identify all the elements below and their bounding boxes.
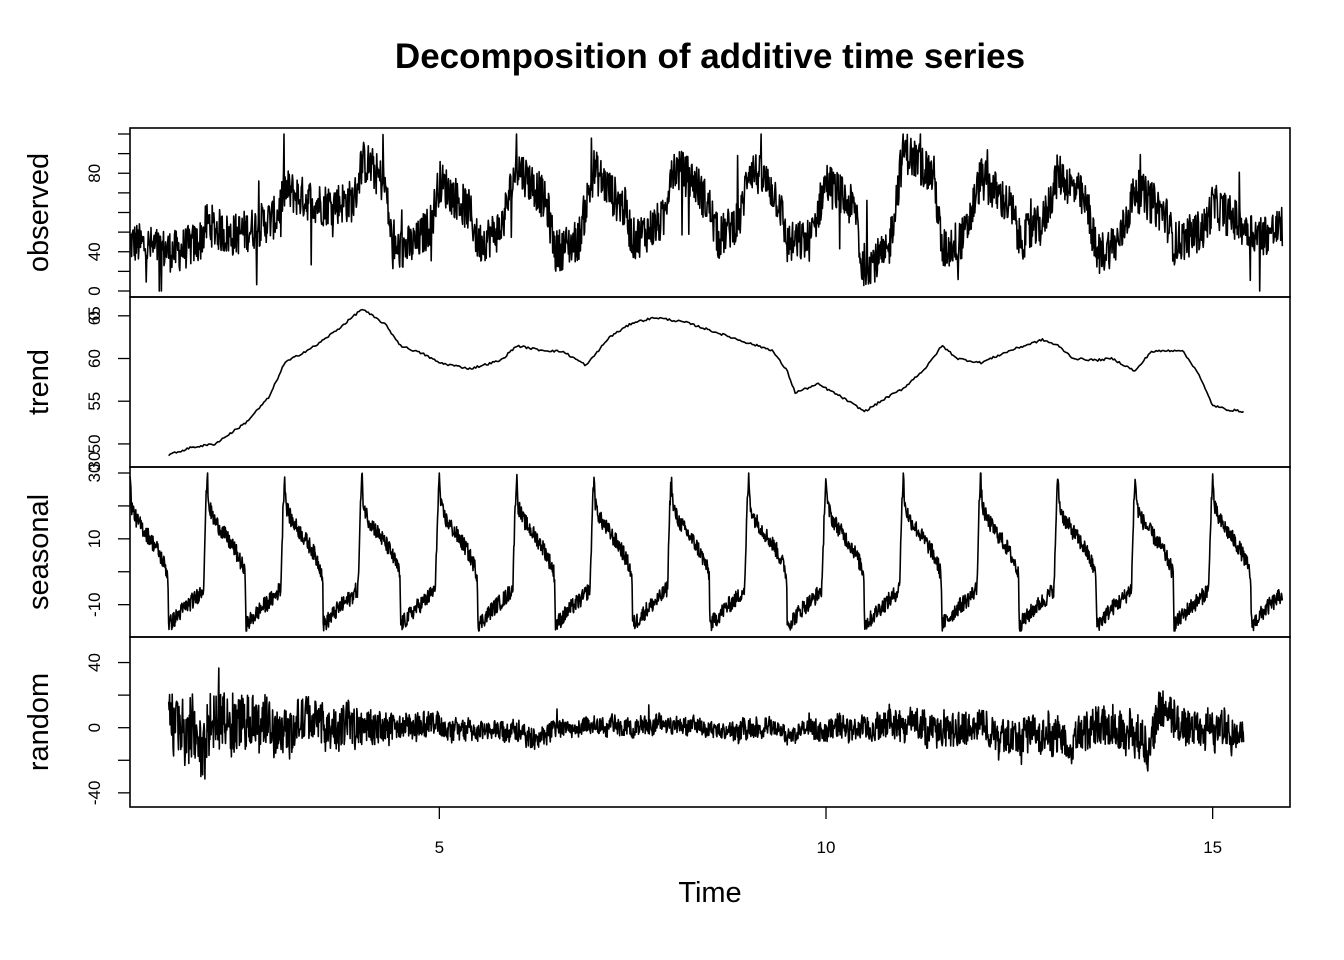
random-series-line	[167, 667, 1245, 780]
trend-y-tick-label: 65	[85, 306, 104, 325]
random-y-tick-label: 0	[85, 723, 104, 732]
trend-y-tick-label: 50	[85, 434, 104, 453]
seasonal-series-line	[129, 472, 1284, 632]
panel-random: random -40 0 40	[23, 636, 1291, 808]
random-panel-frame	[129, 636, 1291, 808]
chart-title: Decomposition of additive time series	[395, 37, 1025, 76]
seasonal-y-tick-label: 10	[85, 529, 104, 548]
trend-y-tick-label: 0	[85, 311, 104, 320]
panel-observed: observed 0 40 80	[23, 127, 1291, 298]
x-tick-label: 15	[1203, 838, 1222, 857]
trend-y-tick-label: 60	[85, 349, 104, 368]
observed-y-tick-label: 0	[85, 286, 104, 295]
random-axis-label: random	[23, 673, 55, 771]
random-y-tick-label: 40	[85, 653, 104, 672]
random-y-tick-label: -40	[85, 781, 104, 806]
panel-seasonal: seasonal -10 10 30	[23, 464, 1291, 638]
x-axis: 5 10 15	[435, 807, 1222, 857]
x-tick-label: 5	[435, 838, 444, 857]
trend-y-tick-label: 55	[85, 392, 104, 411]
trend-series-line	[168, 308, 1244, 457]
observed-axis-label: observed	[23, 153, 55, 272]
x-axis-label: Time	[678, 877, 741, 909]
x-tick-label: 10	[817, 838, 836, 857]
observed-y-tick-label: 40	[85, 242, 104, 261]
trend-panel-frame	[129, 296, 1291, 468]
seasonal-y-tick-label: 30	[85, 464, 104, 483]
trend-axis-label: trend	[23, 349, 55, 415]
seasonal-y-tick-label: -10	[85, 592, 104, 617]
seasonal-axis-label: seasonal	[23, 494, 55, 610]
observed-y-tick-label: 80	[85, 164, 104, 183]
observed-series-line	[129, 133, 1284, 292]
trend-y-tick-label: 30	[85, 452, 104, 471]
